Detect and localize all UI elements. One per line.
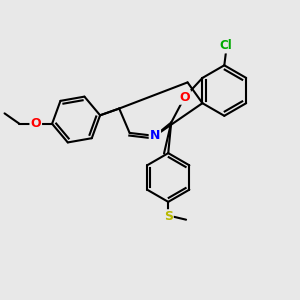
Text: O: O [30, 117, 41, 130]
Text: N: N [150, 129, 160, 142]
Text: S: S [164, 210, 173, 223]
Text: O: O [179, 91, 190, 104]
Text: Cl: Cl [219, 40, 232, 52]
